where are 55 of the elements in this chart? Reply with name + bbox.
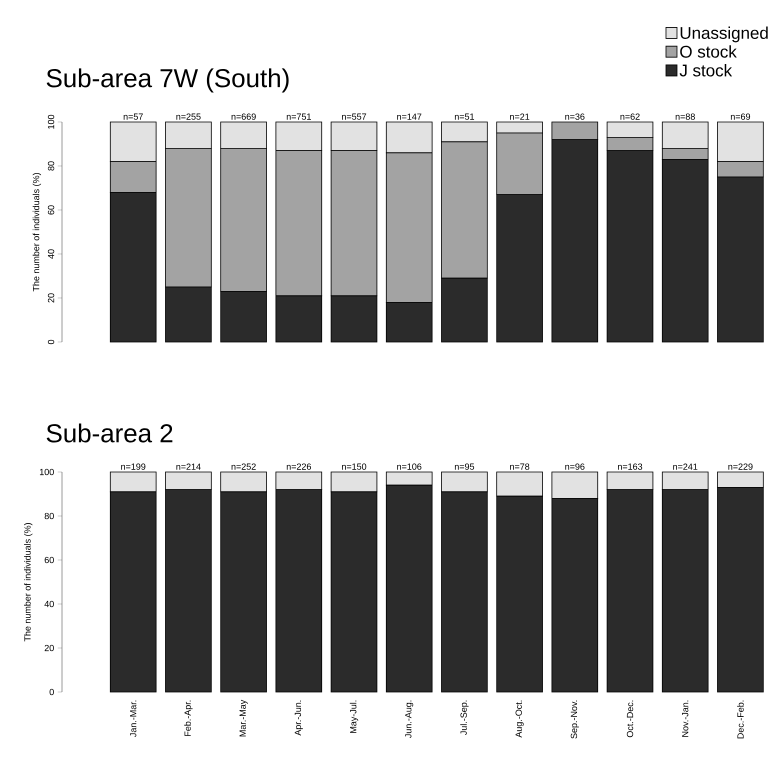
annotation: n=51 <box>454 114 474 120</box>
y-tick-label: 80 <box>44 512 54 520</box>
y-axis-title: The number of individuals (%) <box>24 523 32 642</box>
y-tick-label: 0 <box>48 340 54 344</box>
annotation: n=252 <box>232 463 256 470</box>
y-tick-label: 100 <box>48 114 54 129</box>
x-tick-label: Jul.-Sep. <box>460 700 469 736</box>
legend-label: O stock <box>680 45 737 58</box>
annotation: n=163 <box>618 463 642 470</box>
annotation: n=147 <box>397 114 422 120</box>
chart-title: Sub-area 7W (South) <box>46 68 289 92</box>
annotation: n=95 <box>454 463 474 470</box>
y-axis-title: The number of individuals (%) <box>32 173 42 292</box>
annotation: n=150 <box>342 463 366 470</box>
annotation: n=199 <box>121 463 146 470</box>
annotation: n=62 <box>620 113 640 120</box>
x-tick-label: Nov.-Jan. <box>682 700 688 737</box>
annotation: n=214 <box>176 464 201 470</box>
annotation: n=78 <box>510 463 530 470</box>
x-tick-label: Jan.-Mar. <box>130 700 136 738</box>
y-tick-label: 0 <box>50 688 54 696</box>
annotation: n=69 <box>730 113 750 120</box>
annotation: n=229 <box>728 463 753 470</box>
y-tick-label: 60 <box>44 556 54 564</box>
x-tick-label: Jun.-Aug. <box>405 700 414 738</box>
chart-title: Sub-area 2 <box>46 423 172 442</box>
annotation: n=57 <box>124 114 143 120</box>
annotation: n=669 <box>232 113 256 120</box>
x-tick-label: Oct.-Dec. <box>626 700 634 738</box>
y-tick-label: 80 <box>48 161 54 171</box>
x-tick-label: May-Jul. <box>350 700 358 733</box>
legend-label: J stock <box>680 64 732 76</box>
annotation: n=226 <box>286 463 312 470</box>
y-tick-label: 40 <box>44 600 54 608</box>
x-tick-label: Apr.-Jun. <box>294 700 303 736</box>
annotation: n=751 <box>286 114 311 120</box>
y-tick-label: 40 <box>48 249 54 259</box>
y-tick-label: 60 <box>48 205 54 215</box>
annotation: n=96 <box>565 463 585 470</box>
annotation: n=255 <box>176 113 201 120</box>
x-tick-label: Sep.-Nov. <box>570 700 579 739</box>
y-tick-label: 20 <box>44 644 54 652</box>
x-tick-label: Aug.-Oct. <box>516 700 524 738</box>
x-tick-label: Dec.-Feb. <box>737 700 744 738</box>
annotation: n=36 <box>565 113 585 120</box>
annotation: n=557 <box>342 114 366 120</box>
y-tick-label: 100 <box>40 468 54 476</box>
annotation: n=21 <box>510 114 530 120</box>
x-tick-label: Feb.-Apr. <box>184 700 193 736</box>
x-tick-label: Mar.-May <box>240 700 248 736</box>
y-tick-label: 20 <box>48 293 54 303</box>
annotation: n=241 <box>673 464 698 470</box>
legend-label: Unassigned <box>680 26 768 42</box>
annotation: n=88 <box>676 113 695 120</box>
annotation: n=106 <box>397 463 422 470</box>
